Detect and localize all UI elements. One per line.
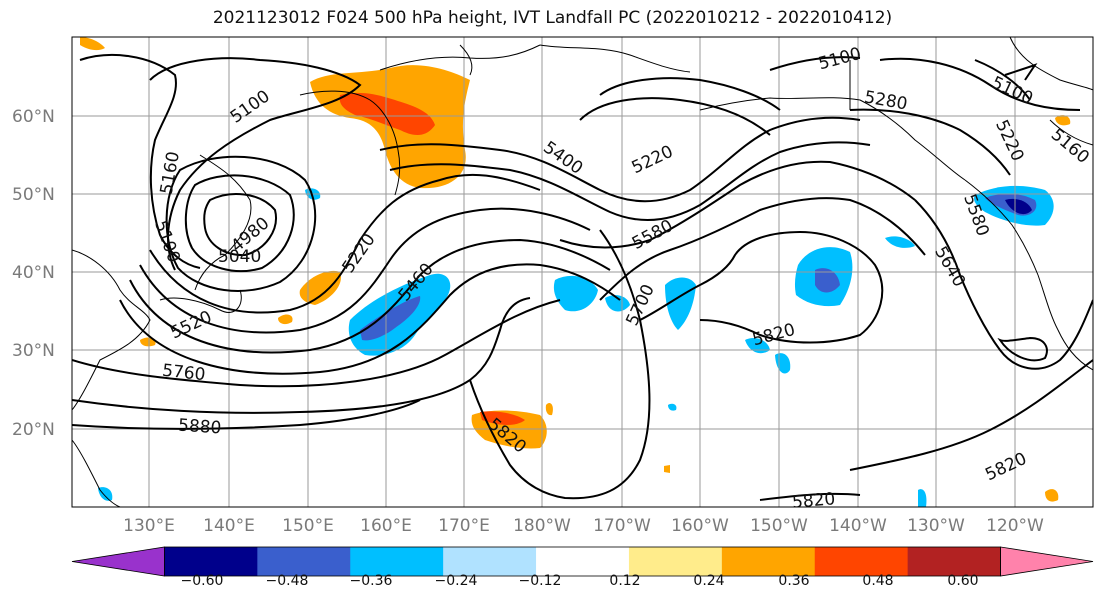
contour-5400 (379, 116, 861, 203)
contour-5820-south (72, 297, 531, 414)
colorbar-tick-label: −0.48 (266, 573, 309, 589)
lat-label: 50°N (12, 185, 55, 205)
negative-anomaly-regions (98, 185, 1054, 507)
contour-5820-loop (639, 230, 884, 344)
colorbar-segment (721, 547, 816, 576)
contour-5760 (72, 299, 561, 388)
anomaly-region-japan-east (299, 270, 341, 305)
contour-5820-subtropical (469, 229, 651, 500)
colorbar-segment (907, 547, 1002, 576)
contour-5880 (72, 399, 421, 430)
contour-5580 (559, 160, 916, 249)
contour-5280 (849, 108, 1011, 176)
contour-5220-arc (149, 173, 541, 314)
positive-anomaly-regions (80, 37, 1071, 502)
colorbar (71, 546, 1094, 577)
lon-label: 150°E (282, 516, 334, 536)
colorbar-extension-low (71, 546, 165, 577)
lat-label: 60°N (12, 107, 55, 127)
anomaly-region-kamchatka-core (339, 92, 435, 135)
colorbar-tick-label: 0.48 (862, 573, 893, 589)
colorbar-tick-label: −0.36 (350, 573, 393, 589)
anomaly-region-central-pacific (553, 275, 598, 312)
lon-label: 180°W (513, 516, 571, 536)
lat-label: 20°N (12, 420, 55, 440)
colorbar-tick-labels: −0.60 −0.48 −0.36 −0.24 −0.12 0.12 0.24 … (181, 573, 979, 589)
contour-label: 5820 (791, 489, 836, 513)
height-contours (72, 54, 1093, 501)
colorbar-segment (628, 547, 723, 576)
lon-label: 120°W (986, 516, 1044, 536)
lon-label: 140°E (203, 516, 255, 536)
colorbar-segment (257, 547, 351, 576)
lon-label: 140°W (829, 516, 887, 536)
lon-label: 160°W (671, 516, 729, 536)
contour-5820-bottom (759, 492, 861, 501)
lon-label: 130°W (907, 516, 965, 536)
lon-label: 150°W (750, 516, 808, 536)
contour-5160-west (79, 54, 201, 269)
contour-5220-north (599, 77, 781, 111)
contour-5640 (914, 199, 1093, 370)
colorbar-tick-label: 0.36 (778, 573, 809, 589)
contour-5700 (599, 197, 926, 301)
lon-label: 170°W (593, 516, 651, 536)
colorbar-tick-label: −0.12 (519, 573, 562, 589)
colorbar-segment (350, 547, 444, 576)
longitude-axis: 130°E 140°E 150°E 160°E 170°E 180°W 170°… (123, 516, 1044, 536)
coastline-japan (159, 289, 242, 313)
colorbar-segment (164, 547, 258, 576)
colorbar-tick-label: 0.60 (947, 573, 978, 589)
colorbar-extension-high (1000, 546, 1094, 577)
colorbar-segment (443, 547, 537, 576)
lat-label: 30°N (12, 341, 55, 361)
contour-label: 5040 (218, 247, 261, 267)
contour-5820-east (849, 359, 1093, 471)
colorbar-segment (536, 547, 630, 576)
plot-frame (71, 36, 1094, 508)
colorbar-segment (814, 547, 909, 576)
colorbar-tick-label: 0.24 (693, 573, 724, 589)
map-title: 2021123012 F024 500 hPa height, IVT Land… (212, 8, 893, 28)
lon-label: 130°E (123, 516, 175, 536)
contour-5100-east (879, 57, 1081, 111)
lon-label: 160°E (360, 516, 412, 536)
coastline-kamchatka (299, 90, 401, 196)
coastline-north-america (1037, 274, 1093, 371)
colorbar-frame (164, 546, 1001, 577)
colorbar-tick-label: −0.24 (435, 573, 478, 589)
colorbar-tick-label: −0.60 (181, 573, 224, 589)
coastline-alaska (699, 97, 966, 181)
contour-5100-west (149, 57, 362, 271)
latitude-axis: 60°N 50°N 40°N 30°N 20°N (12, 107, 55, 440)
contour-closed-low (203, 193, 277, 257)
lon-label: 170°E (438, 516, 490, 536)
colorbar-tick-label: 0.12 (609, 573, 640, 589)
coastlines (72, 37, 1093, 507)
coastline-east-asia (72, 249, 151, 411)
contour-label: 5760 (161, 361, 206, 385)
contour-label: 5880 (177, 415, 222, 438)
contour-5460 (389, 141, 871, 222)
lat-label: 40°N (12, 263, 55, 283)
